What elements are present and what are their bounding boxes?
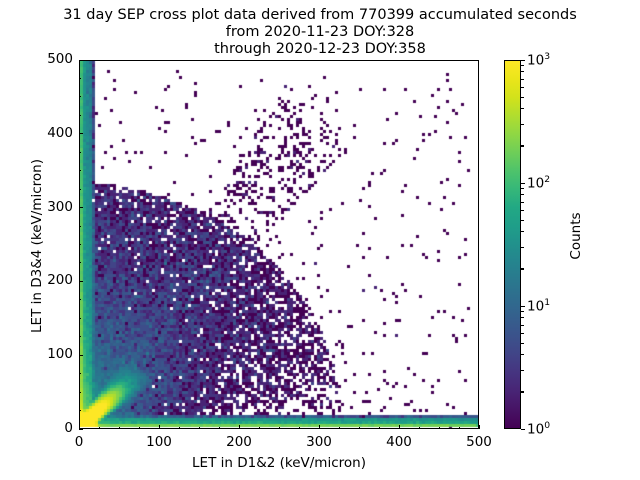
x-minor-tick	[378, 426, 380, 429]
colorbar-tick-1000	[521, 59, 526, 61]
y-tick-label-300: 300	[47, 198, 73, 215]
y-minor-tick	[79, 188, 82, 190]
x-minor-tick	[278, 426, 280, 429]
y-tick-300	[79, 207, 83, 209]
colorbar-minor-tick	[521, 311, 524, 313]
plot-title-line-1: 31 day SEP cross plot data derived from …	[63, 7, 577, 23]
colorbar-minor-tick	[521, 86, 524, 88]
colorbar-minor-tick	[521, 317, 524, 319]
y-minor-tick	[79, 114, 82, 116]
x-tick-0	[78, 425, 80, 429]
colorbar-minor-tick	[521, 246, 524, 248]
x-tick-200	[238, 425, 240, 429]
plot-title-line-2: from 2020-11-23 DOY:328	[225, 24, 415, 40]
x-tick-label-0: 0	[74, 434, 84, 450]
colorbar-minor-tick	[521, 194, 524, 196]
colorbar-minor-tick	[521, 209, 524, 211]
colorbar-minor-tick	[521, 342, 524, 344]
x-minor-tick	[418, 426, 420, 429]
colorbar-minor-tick	[521, 78, 524, 80]
x-axis-title: LET in D1&2 (keV/micron)	[192, 455, 366, 471]
y-minor-tick	[79, 170, 82, 172]
y-minor-tick	[79, 244, 82, 246]
colorbar-minor-tick	[521, 145, 524, 147]
colorbar-minor-tick	[521, 123, 524, 125]
x-minor-tick	[98, 426, 100, 429]
y-tick-500	[79, 59, 83, 61]
x-tick-label-100: 100	[146, 434, 172, 450]
y-minor-tick	[79, 336, 82, 338]
y-minor-tick	[79, 225, 82, 227]
colorbar-title: Counts	[568, 212, 584, 260]
y-minor-tick	[79, 317, 82, 319]
x-tick-label-300: 300	[306, 434, 332, 450]
x-tick-label-200: 200	[226, 434, 252, 450]
y-tick-label-100: 100	[47, 346, 73, 363]
x-minor-tick	[358, 426, 360, 429]
y-tick-200	[79, 280, 83, 282]
x-tick-500	[478, 425, 480, 429]
y-minor-tick	[79, 410, 82, 412]
x-minor-tick	[218, 426, 220, 429]
y-minor-tick	[79, 151, 82, 153]
colorbar-minor-tick	[521, 268, 524, 270]
colorbar-minor-tick	[521, 391, 524, 393]
colorbar-minor-tick	[521, 219, 524, 221]
y-minor-tick	[79, 77, 82, 79]
colorbar-gradient	[504, 60, 521, 429]
x-minor-tick	[338, 426, 340, 429]
colorbar-tick-100	[521, 182, 526, 184]
plot-title-line-3: through 2020-12-23 DOY:358	[214, 41, 426, 57]
colorbar-minor-tick	[521, 369, 524, 371]
x-tick-label-500: 500	[466, 434, 492, 450]
x-minor-tick	[198, 426, 200, 429]
x-minor-tick	[458, 426, 460, 429]
colorbar-minor-tick	[521, 96, 524, 98]
colorbar-minor-tick	[521, 354, 524, 356]
colorbar-minor-tick	[521, 231, 524, 233]
x-tick-100	[158, 425, 160, 429]
y-tick-400	[79, 133, 83, 135]
x-minor-tick	[118, 426, 120, 429]
colorbar-minor-tick	[521, 71, 524, 73]
x-tick-label-400: 400	[386, 434, 412, 450]
y-tick-label-500: 500	[47, 51, 73, 67]
y-minor-tick	[79, 262, 82, 264]
x-tick-400	[398, 425, 400, 429]
x-minor-tick	[298, 426, 300, 429]
x-minor-tick	[438, 426, 440, 429]
colorbar-tick-10	[521, 305, 526, 307]
y-axis-title: LET in D3&4 (keV/micron)	[29, 159, 45, 333]
y-tick-100	[79, 354, 83, 356]
y-tick-0	[79, 428, 83, 430]
y-tick-label-200: 200	[47, 272, 73, 289]
colorbar-minor-tick	[521, 65, 524, 67]
scatter-density-canvas	[80, 61, 478, 428]
colorbar-tick-label-1: 100	[527, 420, 551, 438]
y-minor-tick	[79, 299, 82, 301]
colorbar-tick-label-10: 101	[527, 297, 551, 315]
x-minor-tick	[138, 426, 140, 429]
colorbar-minor-tick	[521, 108, 524, 110]
y-tick-label-0: 0	[64, 420, 73, 436]
colorbar-minor-tick	[521, 188, 524, 190]
colorbar-tick-label-1000: 103	[527, 51, 551, 69]
colorbar-minor-tick	[521, 201, 524, 203]
x-minor-tick	[258, 426, 260, 429]
colorbar-tick-label-100: 102	[527, 174, 551, 192]
x-tick-300	[318, 425, 320, 429]
y-minor-tick	[79, 391, 82, 393]
colorbar-minor-tick	[521, 324, 524, 326]
plot-axes	[79, 60, 479, 429]
y-tick-label-400: 400	[47, 124, 73, 141]
colorbar-minor-tick	[521, 332, 524, 334]
y-minor-tick	[79, 373, 82, 375]
x-minor-tick	[178, 426, 180, 429]
colorbar-tick-1	[521, 428, 526, 430]
y-minor-tick	[79, 96, 82, 98]
